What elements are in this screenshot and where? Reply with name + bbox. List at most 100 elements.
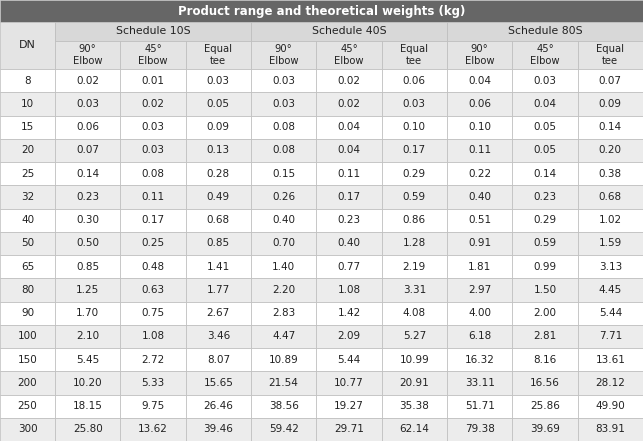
Text: Schedule 10S: Schedule 10S <box>116 26 190 37</box>
Text: 83.91: 83.91 <box>595 424 625 434</box>
Text: 90°
Elbow: 90° Elbow <box>465 44 494 66</box>
Text: 5.33: 5.33 <box>141 378 165 388</box>
Text: Equal
tee: Equal tee <box>596 44 624 66</box>
Text: 0.70: 0.70 <box>272 239 295 248</box>
Text: 0.02: 0.02 <box>76 75 99 86</box>
Text: 0.04: 0.04 <box>534 99 556 109</box>
Text: 0.40: 0.40 <box>338 239 361 248</box>
Bar <box>0 348 55 371</box>
Text: 0.91: 0.91 <box>468 239 491 248</box>
Bar <box>577 302 643 325</box>
Bar <box>186 325 251 348</box>
Text: 62.14: 62.14 <box>399 424 430 434</box>
Text: 0.50: 0.50 <box>76 239 99 248</box>
Bar <box>186 41 251 69</box>
Text: 90°
Elbow: 90° Elbow <box>269 44 298 66</box>
Text: 0.26: 0.26 <box>272 192 295 202</box>
Text: 0.03: 0.03 <box>534 75 556 86</box>
Text: 25: 25 <box>21 168 34 179</box>
Bar <box>55 348 120 371</box>
Text: 2.09: 2.09 <box>338 331 361 341</box>
Text: 1.70: 1.70 <box>76 308 99 318</box>
Text: 4.45: 4.45 <box>599 285 622 295</box>
Text: 13.62: 13.62 <box>138 424 168 434</box>
Text: 25.86: 25.86 <box>530 401 560 411</box>
Bar <box>0 116 55 139</box>
Text: 0.23: 0.23 <box>76 192 99 202</box>
Bar <box>577 278 643 302</box>
Text: 0.99: 0.99 <box>534 262 557 272</box>
Bar <box>447 69 512 92</box>
Bar <box>0 395 55 418</box>
Bar <box>382 232 447 255</box>
Bar <box>512 209 577 232</box>
Text: 13.61: 13.61 <box>595 355 625 365</box>
Bar <box>577 209 643 232</box>
Text: 0.03: 0.03 <box>272 75 295 86</box>
Bar <box>0 278 55 302</box>
Bar <box>0 0 643 22</box>
Bar <box>186 209 251 232</box>
Bar <box>186 395 251 418</box>
Bar <box>382 418 447 441</box>
Text: 0.22: 0.22 <box>468 168 491 179</box>
Bar <box>382 69 447 92</box>
Text: 0.10: 0.10 <box>403 122 426 132</box>
Text: 0.03: 0.03 <box>272 99 295 109</box>
Bar <box>512 418 577 441</box>
Text: 39.69: 39.69 <box>530 424 560 434</box>
Bar <box>447 209 512 232</box>
Bar <box>316 395 382 418</box>
Bar <box>382 348 447 371</box>
Text: 0.25: 0.25 <box>141 239 165 248</box>
Bar <box>251 302 316 325</box>
Bar <box>316 418 382 441</box>
Bar <box>251 185 316 209</box>
Text: 0.11: 0.11 <box>141 192 165 202</box>
Text: 2.83: 2.83 <box>272 308 295 318</box>
Bar <box>251 255 316 278</box>
Text: Schedule 40S: Schedule 40S <box>312 26 386 37</box>
Text: 10.77: 10.77 <box>334 378 364 388</box>
Text: 0.17: 0.17 <box>338 192 361 202</box>
Bar <box>316 41 382 69</box>
Text: 0.04: 0.04 <box>338 146 361 155</box>
Bar <box>251 232 316 255</box>
Text: 0.08: 0.08 <box>272 146 295 155</box>
Text: 1.28: 1.28 <box>403 239 426 248</box>
Bar <box>577 255 643 278</box>
Text: 32: 32 <box>21 192 34 202</box>
Bar <box>186 278 251 302</box>
Text: 1.42: 1.42 <box>338 308 361 318</box>
Bar <box>447 41 512 69</box>
Bar <box>55 209 120 232</box>
Text: 80: 80 <box>21 285 34 295</box>
Text: 39.46: 39.46 <box>203 424 233 434</box>
Bar <box>0 22 55 69</box>
Bar <box>186 69 251 92</box>
Bar <box>316 232 382 255</box>
Text: 0.85: 0.85 <box>76 262 99 272</box>
Text: 51.71: 51.71 <box>465 401 494 411</box>
Text: 300: 300 <box>18 424 37 434</box>
Text: 0.04: 0.04 <box>338 122 361 132</box>
Bar <box>382 209 447 232</box>
Bar <box>55 325 120 348</box>
Text: 26.46: 26.46 <box>203 401 233 411</box>
Text: 35.38: 35.38 <box>399 401 430 411</box>
Bar <box>251 348 316 371</box>
Bar <box>316 209 382 232</box>
Bar <box>512 41 577 69</box>
Text: 0.11: 0.11 <box>338 168 361 179</box>
Bar <box>382 255 447 278</box>
Bar <box>120 418 186 441</box>
Bar <box>251 22 447 41</box>
Text: 0.08: 0.08 <box>272 122 295 132</box>
Bar <box>120 325 186 348</box>
Bar <box>512 255 577 278</box>
Text: 2.67: 2.67 <box>206 308 230 318</box>
Text: 2.72: 2.72 <box>141 355 165 365</box>
Text: 38.56: 38.56 <box>269 401 298 411</box>
Bar <box>251 92 316 116</box>
Bar <box>120 209 186 232</box>
